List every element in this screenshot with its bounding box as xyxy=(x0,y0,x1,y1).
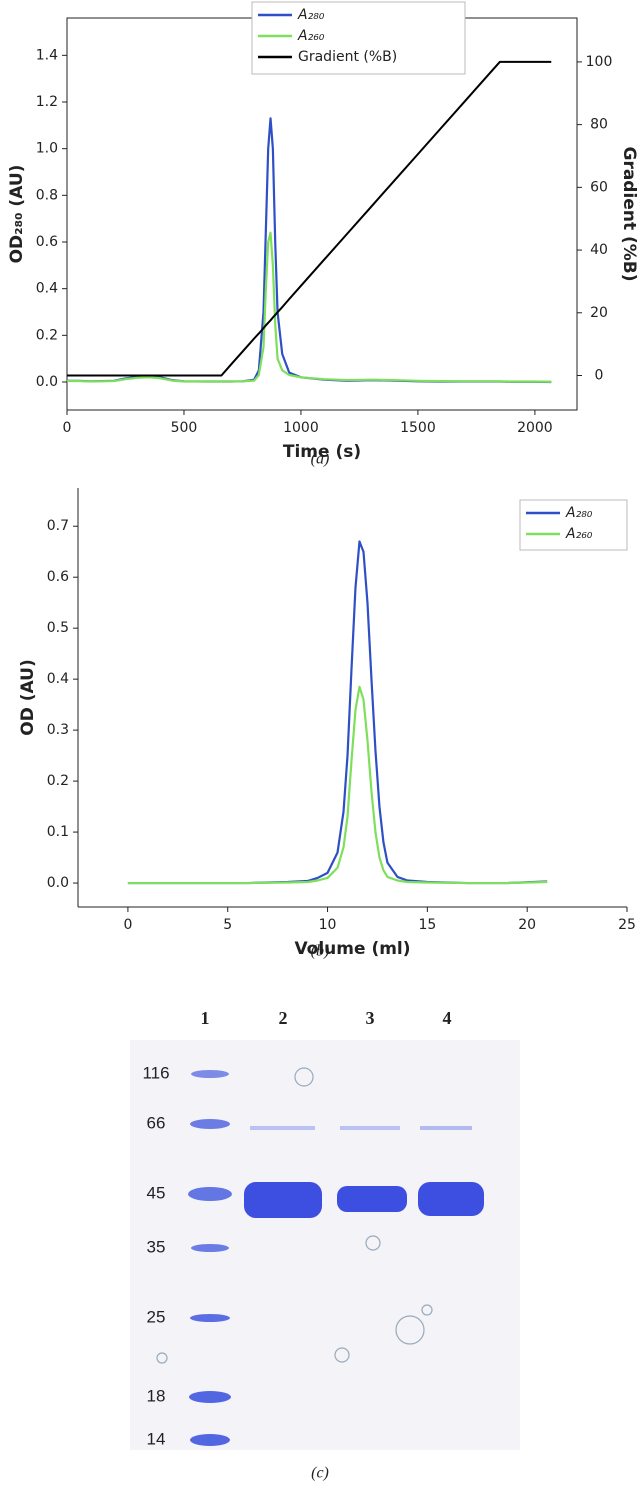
x-tick-label: 20 xyxy=(518,917,536,933)
y-tick-label: 0.5 xyxy=(47,620,69,636)
marker-label: 116 xyxy=(142,1063,169,1082)
y-tick-label: 1.2 xyxy=(36,94,58,110)
marker-bands xyxy=(188,1070,232,1446)
legend-label: Gradient (%B) xyxy=(298,49,397,65)
x-tick-label: 0 xyxy=(63,420,72,436)
y2-tick-label: 100 xyxy=(586,54,613,70)
y-tick-label: 0.4 xyxy=(36,281,58,297)
x-tick-label: 25 xyxy=(618,917,636,933)
y2-tick-label: 60 xyxy=(590,179,608,195)
x-tick-label: 500 xyxy=(171,420,198,436)
bubbles xyxy=(156,1067,433,1364)
panel-caption: (a) xyxy=(311,451,330,468)
y-tick-label: 0.3 xyxy=(47,722,69,738)
marker-label: 66 xyxy=(147,1113,166,1132)
series-line xyxy=(127,685,548,885)
y-tick-label: 0.4 xyxy=(47,671,69,687)
lane-label: 3 xyxy=(366,1008,375,1028)
legend-label: A₂₈₀ xyxy=(565,505,593,521)
x-tick-label: 2000 xyxy=(517,420,553,436)
lane-label: 1 xyxy=(201,1008,210,1028)
marker-label: 45 xyxy=(147,1183,166,1202)
y2-tick-label: 0 xyxy=(595,368,604,384)
y2-tick-label: 80 xyxy=(590,117,608,133)
x-tick-label: 5 xyxy=(223,917,232,933)
y-tick-label: 0.8 xyxy=(36,187,58,203)
x-axis-title: Volume (ml) xyxy=(294,939,410,959)
panel-caption: (b) xyxy=(311,943,330,960)
marker-label: 14 xyxy=(147,1429,166,1448)
y-axis-title: OD₂₈₀ (AU) xyxy=(7,165,27,264)
lane-label: 4 xyxy=(443,1008,452,1028)
y-tick-label: 0.0 xyxy=(47,875,69,891)
plot-frame xyxy=(66,17,578,411)
series-line xyxy=(67,60,552,377)
legend-label: A₂₆₀ xyxy=(565,526,593,542)
y2-axis-title: Gradient (%B) xyxy=(619,146,639,281)
y-tick-label: 1.0 xyxy=(36,141,58,157)
y-tick-label: 0.6 xyxy=(47,569,69,585)
marker-label: 35 xyxy=(147,1237,166,1256)
x-tick-label: 10 xyxy=(319,917,337,933)
x-tick-label: 1500 xyxy=(400,420,436,436)
series-line xyxy=(67,231,552,383)
marker-label: 25 xyxy=(147,1307,166,1326)
gel-background xyxy=(130,1040,520,1450)
series-line xyxy=(127,540,548,885)
x-tick-label: 15 xyxy=(418,917,436,933)
y-tick-label: 0.6 xyxy=(36,234,58,250)
panel-caption: (c) xyxy=(311,1465,329,1482)
marker-label: 18 xyxy=(147,1386,166,1405)
y-tick-label: 0.2 xyxy=(47,773,69,789)
legend-box xyxy=(519,499,628,551)
y-tick-label: 0.7 xyxy=(47,518,69,534)
legend-label: A₂₈₀ xyxy=(297,7,325,23)
gel-image: 1 2 3 4 116 66 45 35 25 18 14 (c) xyxy=(130,1008,520,1482)
x-axis-title: Time (s) xyxy=(283,442,361,462)
legend-label: A₂₆₀ xyxy=(297,28,325,44)
x-tick-label: 1000 xyxy=(283,420,319,436)
y2-tick-label: 20 xyxy=(590,305,608,321)
y-tick-label: 0.0 xyxy=(36,374,58,390)
x-tick-label: 0 xyxy=(123,917,132,933)
y-tick-label: 0.1 xyxy=(47,824,69,840)
y2-tick-label: 40 xyxy=(590,242,608,258)
series-line xyxy=(67,117,552,384)
lane-label: 2 xyxy=(279,1008,288,1028)
y-axis-title: OD (AU) xyxy=(18,659,38,735)
y-tick-label: 1.4 xyxy=(36,47,58,63)
sample-bands xyxy=(244,1126,484,1218)
y-tick-label: 0.2 xyxy=(36,327,58,343)
